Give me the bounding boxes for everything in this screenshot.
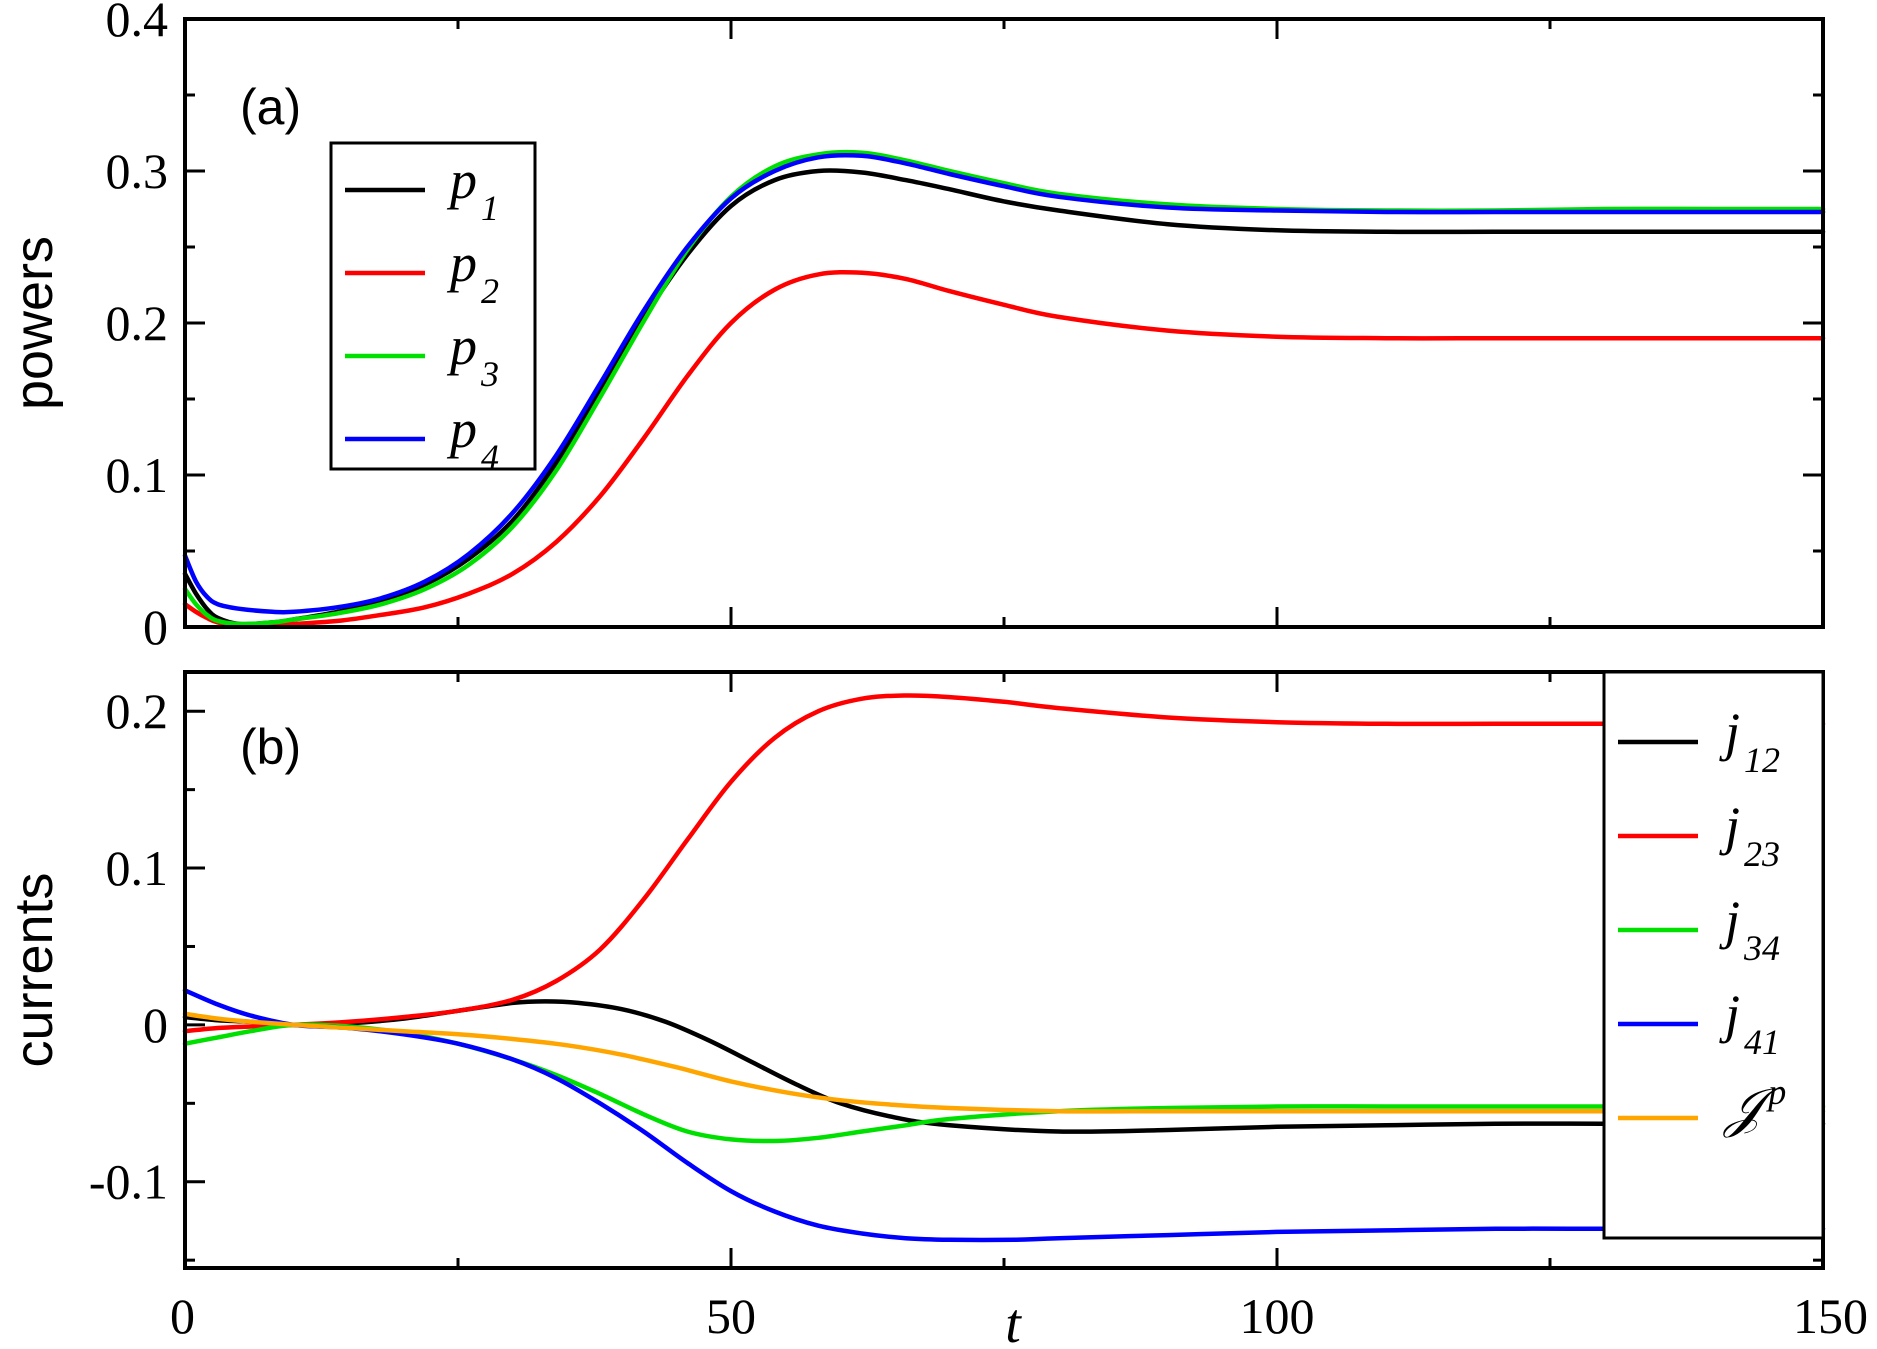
x-tick-label: 0	[170, 1288, 195, 1344]
panel-b-ytick-label: 0	[143, 997, 168, 1053]
panel-a-label: (a)	[240, 79, 301, 135]
panel-b-ytick-label: -0.1	[89, 1154, 168, 1210]
panel-a-legend-box	[329, 141, 537, 471]
panel-a-ticks-layer: 0 0.1 0.2 0.3 0.4	[106, 0, 1825, 655]
x-tick-label: 100	[1240, 1288, 1315, 1344]
panel-b-series-p-line	[182, 1011, 1826, 1114]
panel-b-ytick-label: 0.1	[106, 840, 169, 896]
x-axis-title: t	[1005, 1293, 1022, 1349]
panel-a-ytick-label: 0	[143, 599, 168, 655]
panel-a-series-4-line	[182, 152, 1826, 615]
panel-a-ylabel: powers	[4, 236, 64, 410]
panel-a-ytick-label: 0.2	[106, 295, 169, 351]
x-tick-label: 150	[1793, 1288, 1868, 1344]
panel-b-label: (b)	[240, 719, 301, 775]
panel-b-ytick-label: 0.2	[106, 683, 169, 739]
panel-a-ytick-label: 0.3	[106, 143, 169, 199]
panel-b-series-23-line	[182, 693, 1826, 1034]
panel-b-series-layer	[182, 693, 1826, 1243]
panel-a-powers: 0 0.1 0.2 0.3 0.4 (a) powers p 1p 2p 3p 4	[4, 0, 1826, 655]
panel-b-legend-box	[1602, 670, 1825, 1240]
panel-a-ytick-label: 0.1	[106, 447, 169, 503]
panel-b-currents: 0 50 100 150 -0.1 0 0.1 0.2 (b) currents j 12j 23…	[4, 670, 1868, 1344]
panel-a-legend: p 1p 2p 3p 4	[329, 141, 537, 477]
panel-a-ytick-label: 0.4	[106, 0, 169, 47]
x-tick-label: 50	[706, 1288, 756, 1344]
panel-b-ylabel: currents	[4, 872, 64, 1067]
panel-b-legend: j 12j 23j 34j 41𝒥 p	[1602, 670, 1825, 1240]
